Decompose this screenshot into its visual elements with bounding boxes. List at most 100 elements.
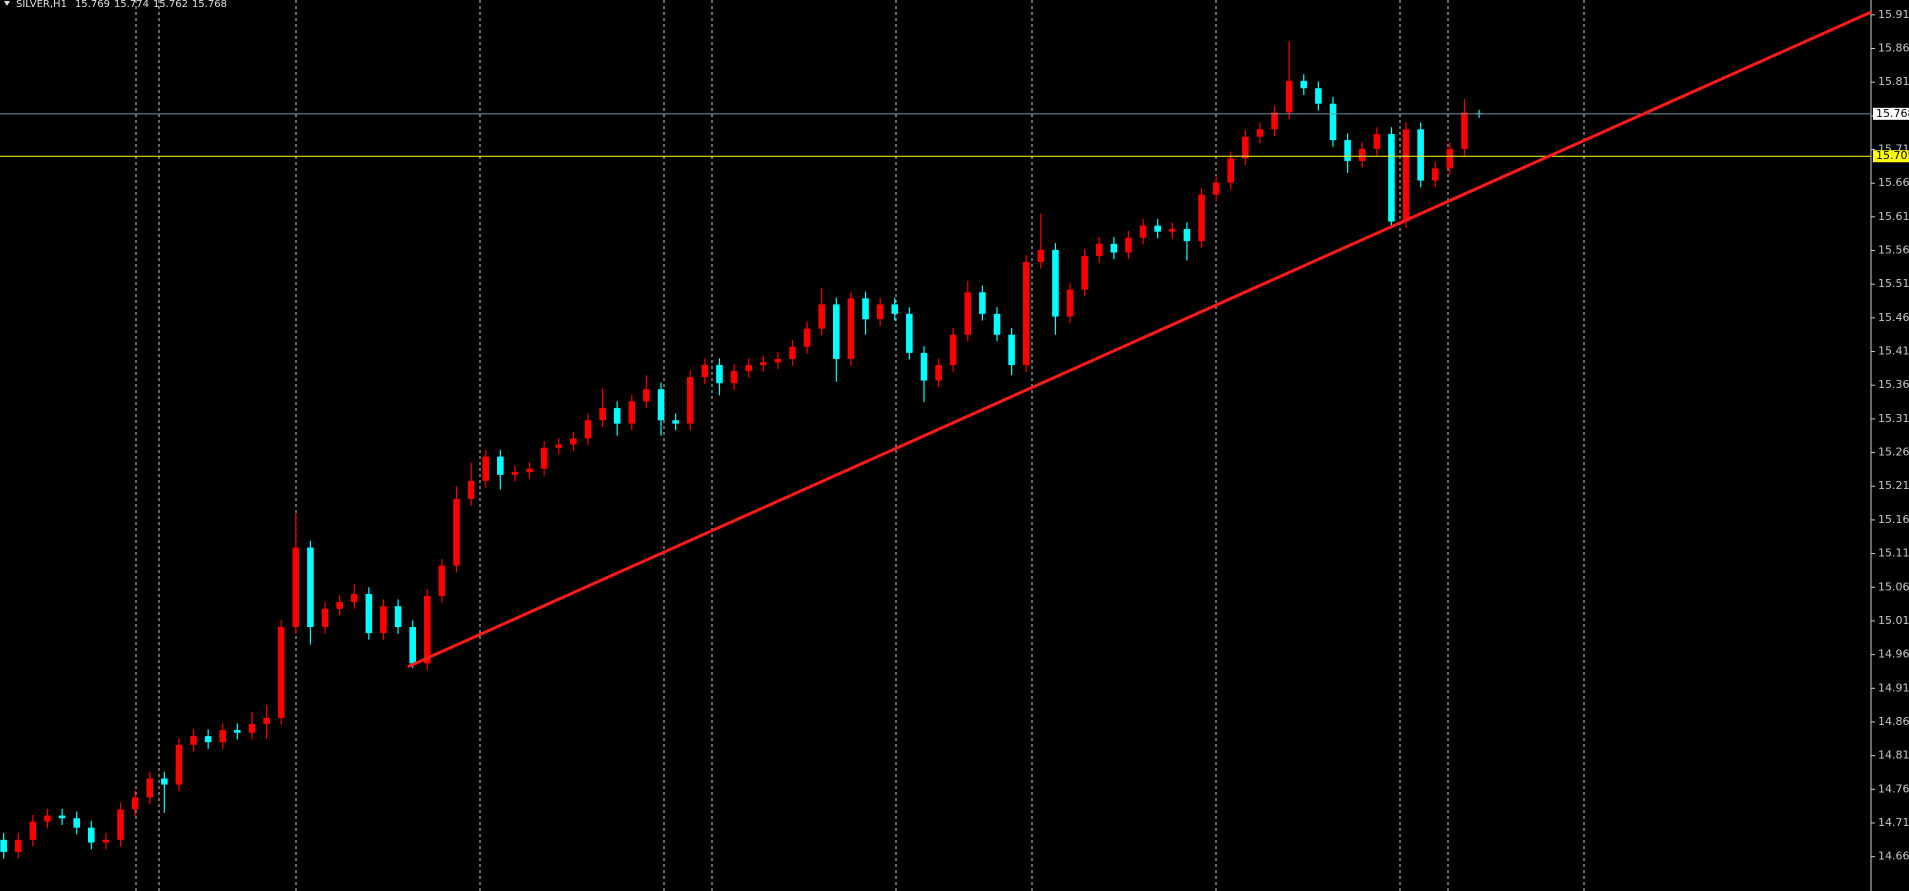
y-tick-label: 15.465 xyxy=(1878,311,1909,324)
y-tick-label: 14.965 xyxy=(1878,648,1909,661)
candle-body xyxy=(906,313,913,353)
y-tick-label: 15.065 xyxy=(1878,580,1909,593)
candle-body xyxy=(1139,225,1147,238)
y-tick-label: 15.415 xyxy=(1878,345,1909,358)
y-tick-label: 15.615 xyxy=(1878,210,1909,223)
candle-body xyxy=(1256,129,1264,137)
candle-body xyxy=(1125,237,1132,253)
candle-body xyxy=(818,304,825,329)
candle-body xyxy=(58,815,66,819)
candle-body xyxy=(44,815,51,822)
candle-body xyxy=(175,744,183,785)
candle-body xyxy=(1402,129,1410,222)
candle-body xyxy=(1008,334,1015,366)
candle-body xyxy=(1358,148,1366,161)
candle-body xyxy=(555,444,563,448)
candle-body xyxy=(482,456,490,481)
y-tick-label: 15.865 xyxy=(1878,41,1909,54)
candle-body xyxy=(234,730,241,733)
candle-body xyxy=(1154,225,1161,232)
candle-body xyxy=(409,627,416,664)
candle-body xyxy=(248,723,256,733)
candle-body xyxy=(0,839,7,852)
candle-body xyxy=(920,352,928,381)
candle-body xyxy=(730,371,738,384)
y-tick-label: 15.315 xyxy=(1878,412,1909,425)
price-tag-label: 15.705 xyxy=(1876,149,1909,162)
candle-body xyxy=(1315,88,1322,104)
candle-body xyxy=(686,377,694,424)
candle-body xyxy=(599,408,606,421)
candle-body xyxy=(1183,228,1191,242)
candle-body xyxy=(1037,249,1045,262)
candle-body xyxy=(745,365,752,372)
candle-body xyxy=(949,334,957,366)
candle-body xyxy=(336,602,343,609)
candle-body xyxy=(292,547,300,627)
candle-body xyxy=(584,420,592,439)
y-tick-label: 15.165 xyxy=(1878,513,1909,526)
candle-body xyxy=(862,298,869,320)
trendline xyxy=(407,10,1872,669)
candle-body xyxy=(1066,289,1074,317)
candle-body xyxy=(1081,255,1088,290)
y-tick-label: 14.665 xyxy=(1878,850,1909,863)
y-tick-label: 14.915 xyxy=(1878,681,1909,694)
candle-body xyxy=(394,606,402,627)
candle-body xyxy=(1431,168,1439,181)
candle-body xyxy=(131,797,139,810)
candle-body xyxy=(1373,134,1381,149)
candle-body xyxy=(891,304,899,314)
y-tick-label: 15.915 xyxy=(1878,8,1909,21)
candle-body xyxy=(321,608,329,627)
candle-body xyxy=(219,730,227,743)
candle-body xyxy=(774,358,782,363)
candle-body xyxy=(1446,148,1454,169)
candle-body xyxy=(14,839,22,852)
candle-body xyxy=(511,472,519,475)
price-tag xyxy=(1873,107,1909,120)
candle-body xyxy=(146,778,154,798)
candle-body xyxy=(643,389,650,402)
candle-body xyxy=(1285,80,1293,113)
candle-body xyxy=(1344,140,1351,161)
header-item: 15.768 xyxy=(192,0,227,10)
y-tick-label: 15.565 xyxy=(1878,244,1909,257)
collapse-icon xyxy=(4,1,10,6)
candle-body xyxy=(1300,80,1308,89)
candle-body xyxy=(1388,134,1395,222)
y-tick-label: 14.865 xyxy=(1878,715,1909,728)
y-tick-label: 15.365 xyxy=(1878,378,1909,391)
y-tick-label: 14.815 xyxy=(1878,749,1909,762)
candle-body xyxy=(1227,158,1235,183)
candle-body xyxy=(263,717,270,724)
candle-body xyxy=(307,547,314,627)
candle-body xyxy=(380,606,387,634)
day-separators xyxy=(135,0,1585,891)
candle-body xyxy=(453,499,460,566)
y-tick-label: 14.715 xyxy=(1878,816,1909,829)
candle-body xyxy=(847,298,855,359)
candle-body xyxy=(935,365,942,381)
candle-body xyxy=(102,839,110,843)
candle-body xyxy=(88,827,95,843)
candle-body xyxy=(964,292,972,335)
y-tick-label: 15.515 xyxy=(1878,277,1909,290)
candle-body xyxy=(1212,182,1220,195)
candle-body xyxy=(1052,249,1059,317)
header-item: 15.769 xyxy=(75,0,110,10)
candle-body xyxy=(876,304,884,320)
candle-body xyxy=(759,362,767,366)
candle-body xyxy=(204,736,212,743)
candle-body xyxy=(190,736,197,745)
price-tag xyxy=(1873,150,1909,163)
y-tick-label: 15.015 xyxy=(1878,614,1909,627)
candle-body xyxy=(789,346,796,359)
y-tick-label: 14.765 xyxy=(1878,782,1909,795)
y-tick-label: 15.815 xyxy=(1878,75,1909,88)
candle-body xyxy=(467,480,475,500)
candle-body xyxy=(117,809,124,840)
y-tick-label: 15.215 xyxy=(1878,479,1909,492)
